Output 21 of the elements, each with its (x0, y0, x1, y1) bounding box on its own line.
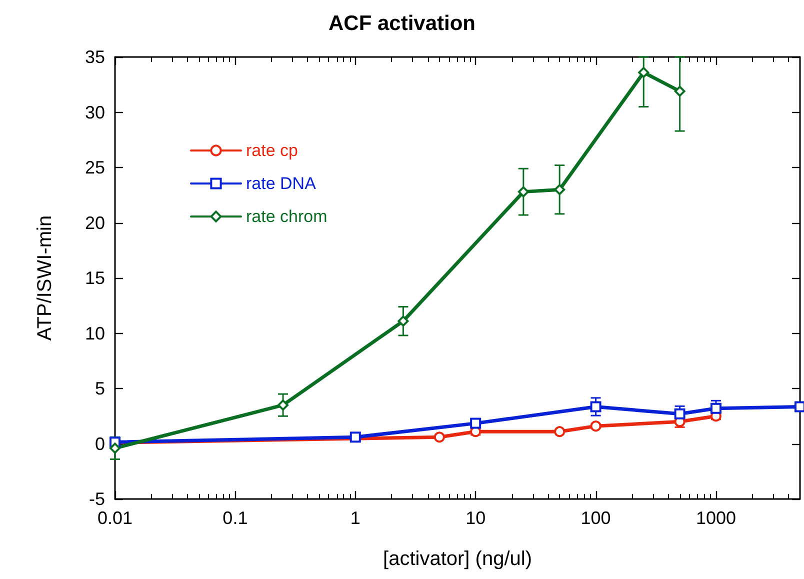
y-tick-label: -5 (88, 489, 105, 509)
legend-label: rate chrom (246, 207, 328, 226)
y-tick-label: 10 (84, 323, 105, 344)
y-tick-label: 5 (94, 378, 105, 398)
y-axis-title: ATP/ISWI-min (34, 215, 56, 341)
x-tick-label: 10 (466, 508, 486, 528)
legend-label: rate DNA (246, 174, 317, 193)
y-tick-label: 0 (94, 434, 105, 454)
x-tick-label: 0.01 (97, 508, 133, 528)
y-tick-label: 25 (84, 158, 105, 178)
legend-label: rate cp (246, 141, 298, 160)
x-tick-label: 1000 (696, 508, 736, 528)
x-tick-label: 0.1 (222, 508, 248, 528)
y-tick-label: 35 (84, 47, 105, 67)
x-axis-title: [activator] (ng/ul) (383, 548, 532, 570)
y-tick-label: 30 (84, 102, 105, 122)
y-tick-label: 20 (84, 212, 105, 233)
y-tick-label: 15 (84, 268, 105, 288)
x-tick-label: 1 (350, 508, 360, 528)
chart-title: ACF activation (328, 12, 476, 35)
x-tick-label: 100 (580, 508, 611, 528)
